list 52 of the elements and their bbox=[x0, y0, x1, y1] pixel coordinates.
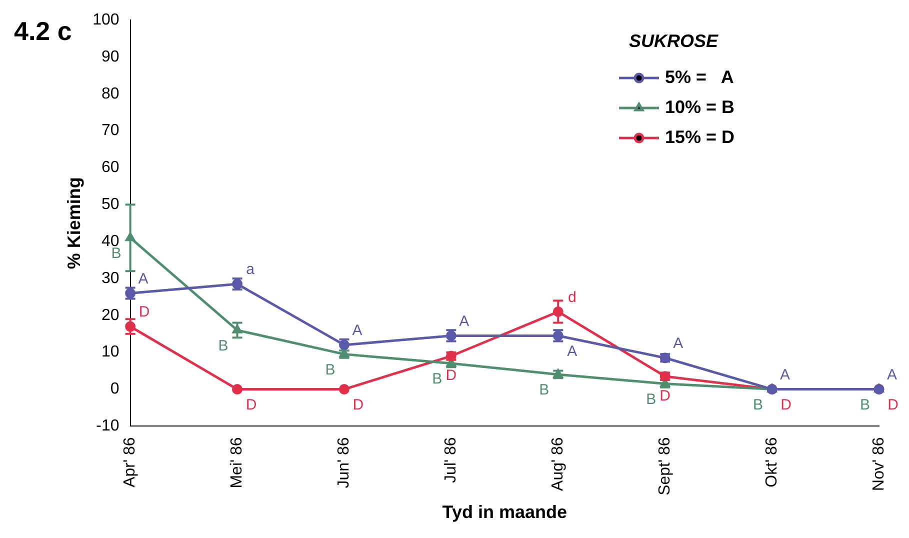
annotation: B bbox=[325, 361, 336, 378]
x-tick-label: Mei' 86 bbox=[228, 437, 246, 488]
legend-label: 15% = D bbox=[665, 126, 735, 147]
annotation: B bbox=[539, 382, 550, 399]
x-tick-label: Apr' 86 bbox=[122, 437, 139, 488]
annotation: B bbox=[860, 396, 870, 414]
x-tick-label: Jun' 86 bbox=[336, 437, 353, 488]
annotation: A bbox=[567, 342, 578, 360]
annotation: B bbox=[646, 390, 656, 408]
y-axis-title: % Kieming bbox=[64, 177, 84, 270]
x-tick-label: Aug' 86 bbox=[550, 437, 567, 491]
y-tick-label: 100 bbox=[92, 11, 120, 28]
y-tick-label: 80 bbox=[102, 85, 120, 102]
y-tick-label: 30 bbox=[102, 270, 120, 287]
annotation: A bbox=[673, 335, 684, 352]
annotation: d bbox=[568, 288, 576, 306]
annotation: A bbox=[886, 366, 898, 384]
annotation: D bbox=[446, 367, 457, 384]
x-tick-label: Jul' 86 bbox=[442, 437, 460, 483]
x-axis-title: Tyd in maande bbox=[442, 502, 567, 522]
annotation: B bbox=[111, 245, 122, 262]
point bbox=[338, 384, 350, 395]
annotation: B bbox=[432, 370, 442, 388]
annotation: A bbox=[352, 322, 362, 340]
x-tick-label: Okt' 86 bbox=[763, 437, 780, 488]
point bbox=[232, 384, 243, 395]
annotation: D bbox=[246, 396, 257, 414]
legend-title: SUKROSE bbox=[629, 30, 720, 51]
annotation: B bbox=[218, 337, 228, 354]
annotation: a bbox=[246, 261, 256, 278]
y-tick-label: 90 bbox=[102, 48, 120, 66]
annotation: A bbox=[138, 270, 148, 288]
annotation: A bbox=[459, 312, 470, 330]
legend-label: 5% = A bbox=[665, 66, 734, 87]
annotation: A bbox=[780, 366, 790, 384]
y-tick-label: 0 bbox=[110, 380, 120, 398]
annotation: D bbox=[660, 387, 671, 404]
x-tick-label: Sept' 86 bbox=[656, 437, 674, 496]
x-tick-label: Nov' 86 bbox=[870, 437, 888, 491]
y-tick-label: 50 bbox=[102, 196, 120, 214]
legend-label: 10% = B bbox=[665, 96, 735, 117]
y-tick-label: 20 bbox=[102, 306, 120, 324]
chart-title: 4.2 c bbox=[14, 16, 72, 47]
annotation: D bbox=[780, 396, 792, 414]
y-tick-label: 60 bbox=[102, 159, 120, 176]
annotation: D bbox=[888, 396, 899, 414]
y-tick-label: -10 bbox=[96, 418, 120, 435]
annotation: D bbox=[352, 396, 364, 414]
y-tick-label: 70 bbox=[102, 122, 120, 140]
annotation: B bbox=[753, 396, 764, 414]
y-tick-label: 10 bbox=[102, 344, 120, 361]
annotation: D bbox=[138, 304, 150, 321]
